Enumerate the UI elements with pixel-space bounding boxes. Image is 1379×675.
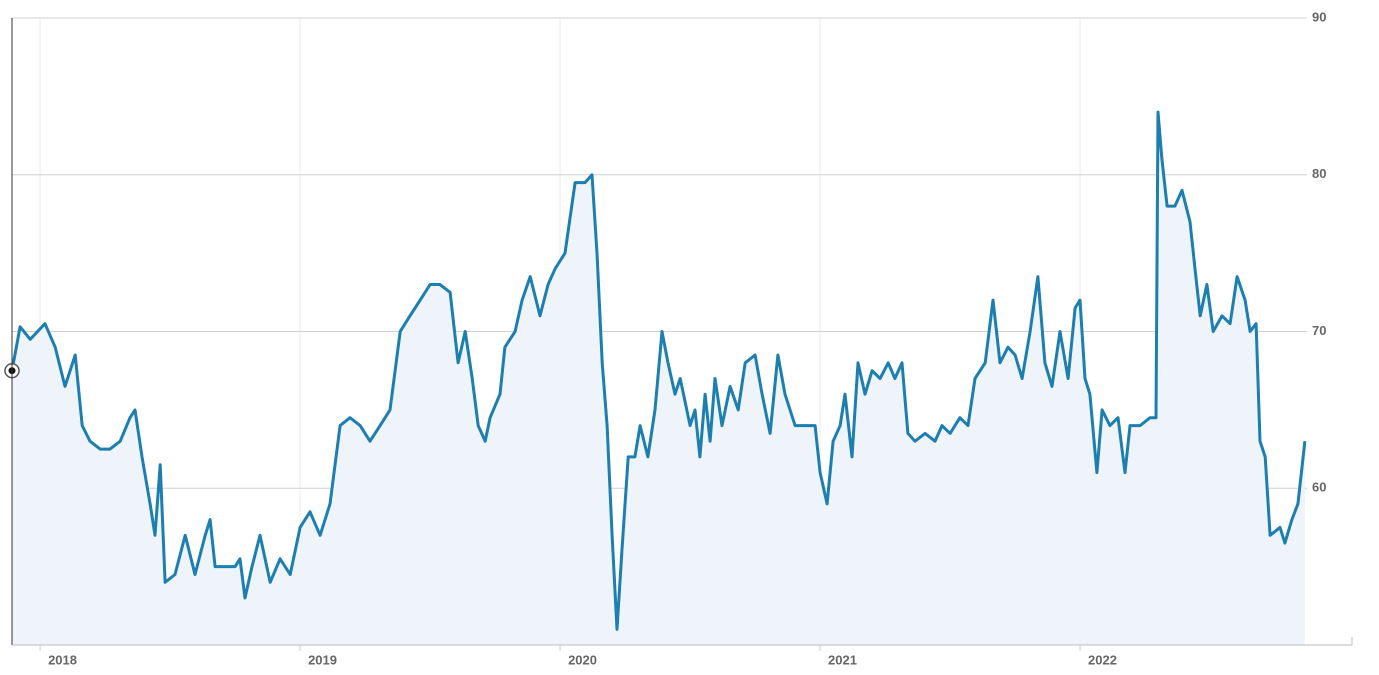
x-tick-label: 2018 (48, 652, 77, 667)
x-tick-label: 2020 (568, 652, 597, 667)
y-tick-label: 70 (1312, 323, 1326, 338)
x-tick-label: 2019 (308, 652, 337, 667)
x-tick-label: 2021 (828, 652, 857, 667)
x-tick-label: 2022 (1088, 652, 1117, 667)
price-line (10, 110, 1307, 631)
y-tick-label: 80 (1312, 166, 1326, 181)
y-tick-label: 60 (1312, 480, 1326, 495)
y-tick-label: 90 (1312, 9, 1326, 24)
